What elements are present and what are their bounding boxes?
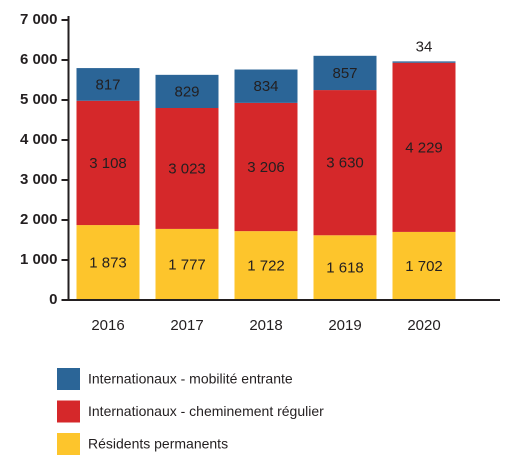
- bar-segment: [234, 69, 298, 103]
- value-label: 817: [95, 76, 120, 93]
- bar-segment: [313, 90, 377, 236]
- legend-swatch: [57, 368, 80, 390]
- bar-segment: [155, 108, 219, 229]
- value-label: 4 229: [405, 139, 443, 156]
- value-label: 1 777: [168, 256, 206, 273]
- value-label: 857: [332, 65, 357, 82]
- bar-segment: [392, 61, 456, 63]
- value-label: 1 702: [405, 258, 443, 275]
- value-label: 3 023: [168, 160, 206, 177]
- legend-label: Internationaux - mobilité entrante: [88, 371, 293, 387]
- value-label: 829: [174, 83, 199, 100]
- legend-swatch: [57, 400, 80, 423]
- bar-segment: [76, 225, 140, 300]
- x-tick-label: 2016: [91, 317, 124, 334]
- y-tick-label: 2 000: [20, 211, 58, 228]
- y-tick-label: 3 000: [20, 171, 58, 188]
- bar-segment: [155, 74, 219, 108]
- y-tick-label: 1 000: [20, 251, 58, 268]
- x-tick-label: 2020: [407, 317, 440, 334]
- value-label: 1 722: [247, 258, 285, 275]
- bar-segment: [155, 228, 219, 300]
- value-label: 3 206: [247, 159, 285, 176]
- value-label: 3 630: [326, 155, 364, 172]
- legend-label: Résidents permanents: [88, 436, 228, 452]
- value-label: 1 618: [326, 260, 364, 277]
- x-tick-label: 2017: [170, 317, 203, 334]
- bar-segment: [76, 100, 140, 226]
- bar-segment: [234, 231, 298, 300]
- y-tick-label: 4 000: [20, 131, 58, 148]
- y-tick-label: 0: [49, 291, 57, 308]
- value-label: 34: [416, 38, 433, 55]
- y-tick-label: 7 000: [20, 11, 58, 28]
- x-tick-label: 2019: [328, 317, 361, 334]
- bar-segment: [392, 231, 456, 300]
- x-tick-label: 2018: [249, 317, 282, 334]
- bar-segment: [234, 102, 298, 232]
- y-tick-label: 6 000: [20, 51, 58, 68]
- value-label: 1 873: [89, 255, 127, 272]
- value-label: 834: [253, 78, 278, 95]
- bar-segment: [76, 68, 140, 101]
- y-tick-label: 5 000: [20, 91, 58, 108]
- legend-swatch: [57, 433, 80, 455]
- bar-segment: [392, 62, 456, 232]
- legend-label: Internationaux - cheminement régulier: [88, 403, 324, 419]
- bar-segment: [313, 235, 377, 300]
- value-label: 3 108: [89, 155, 127, 172]
- bar-segment: [313, 55, 377, 91]
